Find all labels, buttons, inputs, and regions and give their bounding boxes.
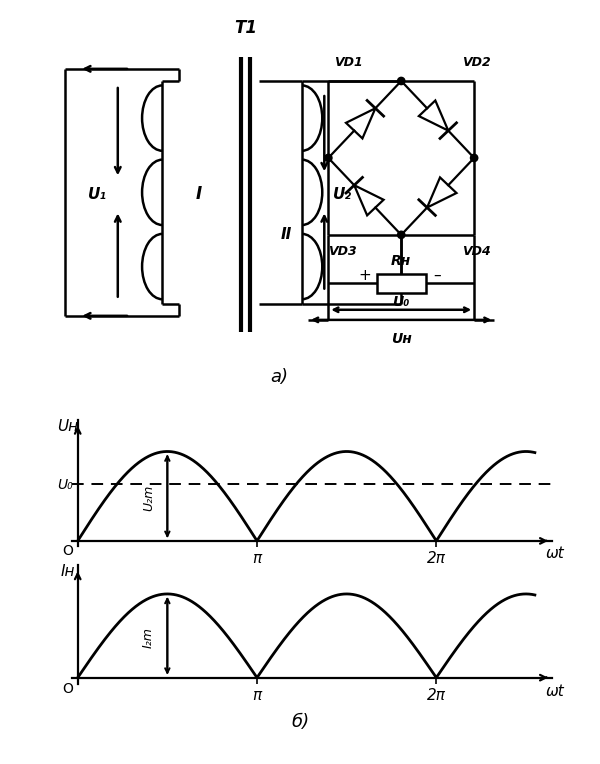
Text: Iн: Iн: [60, 564, 74, 579]
Text: U₂m: U₂m: [142, 485, 155, 511]
Text: U₂: U₂: [333, 187, 352, 202]
Circle shape: [398, 77, 405, 85]
Text: O: O: [62, 545, 73, 558]
Circle shape: [398, 231, 405, 238]
Circle shape: [325, 154, 332, 161]
Bar: [377, 274, 425, 293]
Text: I: I: [196, 186, 202, 203]
Text: Uн: Uн: [57, 419, 78, 434]
Text: ωt: ωt: [545, 546, 564, 562]
Text: VD1: VD1: [334, 57, 363, 70]
Text: +: +: [358, 268, 371, 283]
Text: Rн: Rн: [391, 254, 412, 268]
Text: ωt: ωt: [545, 684, 564, 699]
Text: O: O: [62, 681, 73, 696]
Text: T1: T1: [234, 19, 257, 37]
Circle shape: [470, 154, 478, 161]
Text: а): а): [271, 367, 289, 386]
Text: –: –: [433, 268, 440, 283]
Text: б): б): [291, 713, 309, 731]
Text: U₁: U₁: [88, 187, 107, 202]
Text: Uн: Uн: [391, 332, 412, 346]
Text: I₂m: I₂m: [142, 627, 155, 648]
Text: U₀: U₀: [392, 295, 410, 309]
Text: II: II: [280, 228, 292, 242]
Text: VD4: VD4: [462, 244, 491, 257]
Text: VD2: VD2: [462, 57, 491, 70]
Text: VD3: VD3: [328, 244, 357, 257]
